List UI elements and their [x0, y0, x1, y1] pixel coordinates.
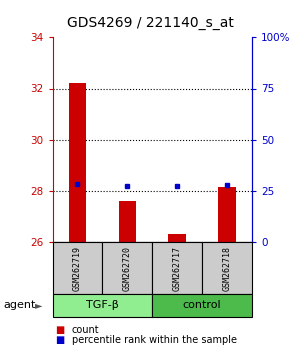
Bar: [218, 187, 236, 242]
Bar: [202, 242, 252, 294]
Text: ■: ■: [56, 335, 65, 345]
Text: count: count: [72, 325, 100, 335]
Text: GDS4269 / 221140_s_at: GDS4269 / 221140_s_at: [67, 16, 233, 30]
Text: GSM262719: GSM262719: [73, 246, 82, 291]
Text: agent: agent: [3, 300, 35, 310]
Text: ►: ►: [35, 300, 43, 310]
Bar: [69, 83, 86, 242]
Text: percentile rank within the sample: percentile rank within the sample: [72, 335, 237, 345]
Text: GSM262720: GSM262720: [123, 246, 132, 291]
Text: TGF-β: TGF-β: [86, 300, 119, 310]
Text: GSM262717: GSM262717: [173, 246, 182, 291]
Bar: [118, 201, 136, 242]
Text: GSM262718: GSM262718: [223, 246, 232, 291]
Text: ■: ■: [56, 325, 65, 335]
Bar: [102, 242, 152, 294]
Bar: [52, 242, 102, 294]
Bar: [152, 242, 202, 294]
Bar: [52, 294, 152, 317]
Bar: [169, 234, 186, 242]
Bar: [152, 294, 252, 317]
Text: control: control: [183, 300, 221, 310]
